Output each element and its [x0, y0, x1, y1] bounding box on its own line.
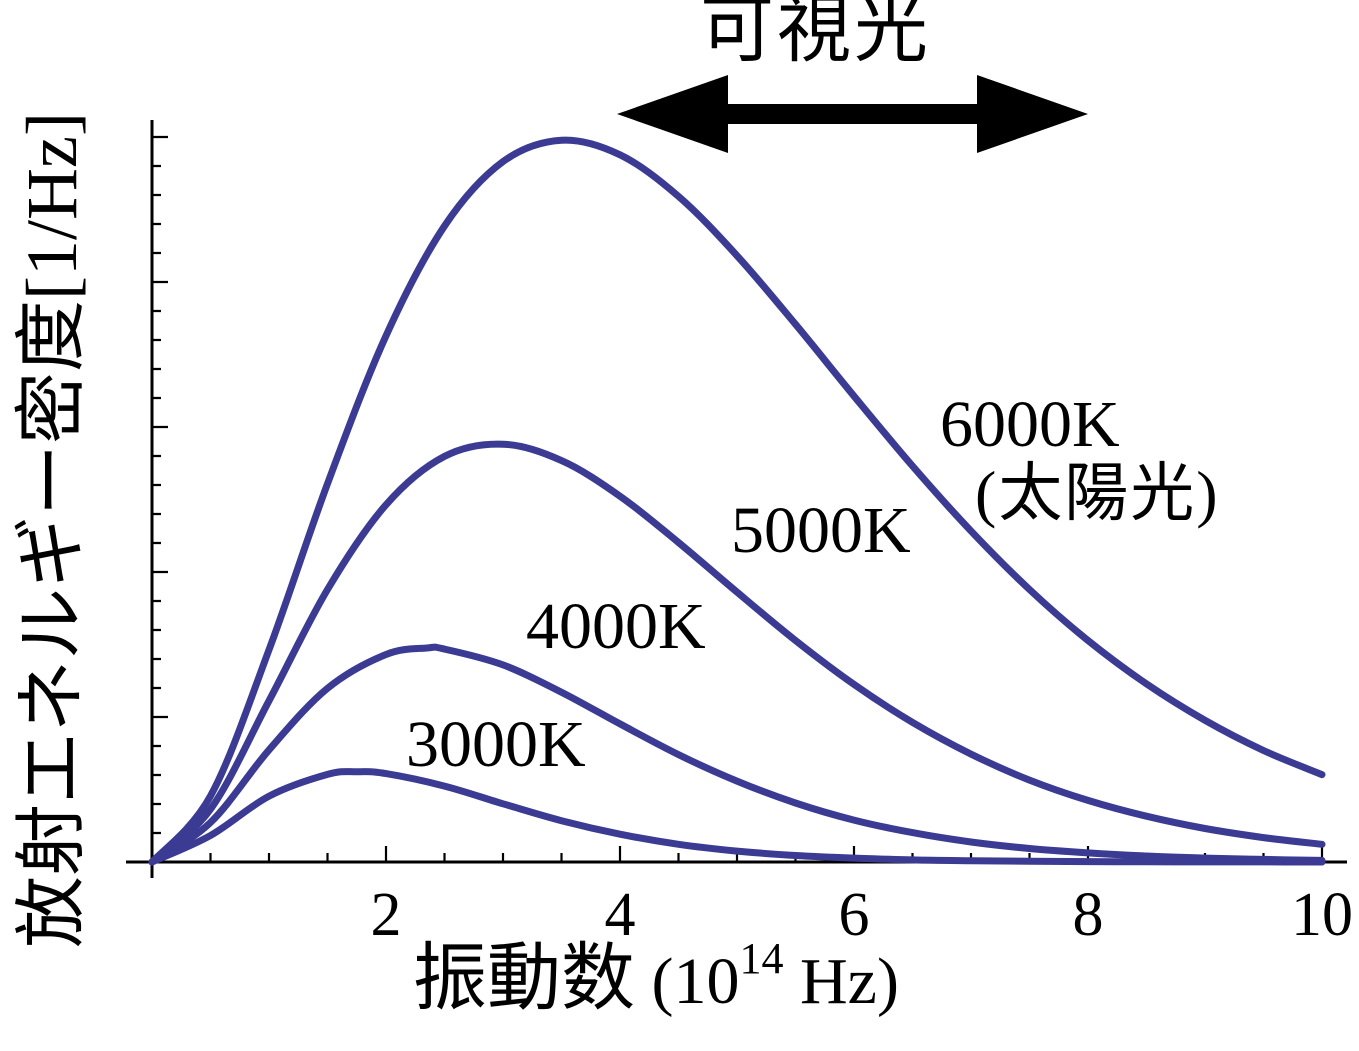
curve-label-5000K: 5000K [731, 494, 911, 567]
x-axis-label-main: 振動数 [413, 938, 635, 1020]
curve-label-3000K: 3000K [406, 708, 586, 781]
curve-label-4000K: 4000K [526, 590, 706, 663]
visible-light-arrow [617, 75, 1088, 153]
x-axis-label: 振動数 (1014 Hz) [413, 934, 899, 1018]
x-tick-label-10: 10 [1291, 881, 1353, 949]
curve-5000K [148, 440, 1326, 866]
curve-3000K [148, 768, 1326, 866]
curve-label-6000K-sunlight: (太陽光) [975, 458, 1220, 529]
curve-label-6000K: 6000K [940, 388, 1120, 461]
x-tick-label-8: 8 [1072, 881, 1104, 949]
visible-light-label: 可視光 [700, 0, 931, 72]
curve-6000K [148, 136, 1326, 866]
x-tick-label-4: 4 [604, 881, 636, 949]
x-tick-label-2: 2 [370, 881, 402, 949]
x-tick-label-6: 6 [838, 881, 870, 949]
x-axis-label-unit: (1014 Hz) [635, 934, 899, 1018]
x-axis-exponent: 14 [739, 934, 784, 983]
y-axis-label: 放射エネルギー密度[1/Hz] [12, 112, 92, 948]
curve-4000K [148, 643, 1326, 866]
